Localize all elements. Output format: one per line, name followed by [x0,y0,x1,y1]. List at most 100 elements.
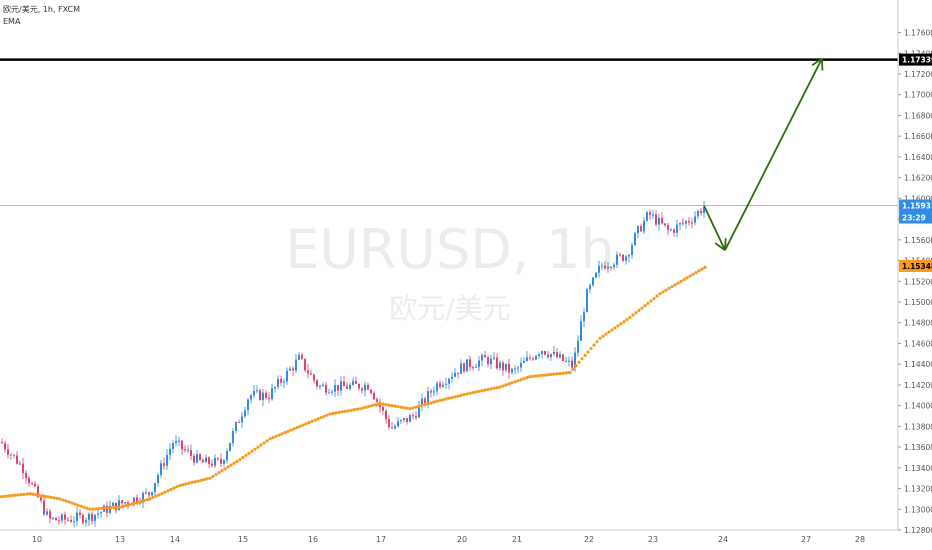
ema-dot [381,402,385,406]
candle-body [559,354,561,358]
candle-body [280,379,282,383]
time-tick-label: 20 [457,535,467,544]
ema-dot [253,447,257,451]
ema-dot [528,375,532,379]
candle-body [637,226,639,234]
price-tick-label: 1.13600 [904,443,932,452]
ema-dot [555,372,559,376]
candle-body [430,391,432,393]
candle-body [16,455,18,464]
ema-dot [331,411,335,416]
candle-body [511,369,513,373]
ema-dot [604,332,608,336]
candle-body [202,459,204,463]
candle-body [274,387,276,389]
ema-dot [214,472,218,477]
time-tick-label: 16 [308,535,318,544]
ema-dot [373,403,377,407]
price-tick-label: 1.16800 [904,111,932,120]
ema-dot [280,432,284,436]
candle-body [700,210,702,214]
ema-dot [109,506,113,510]
candle-body [490,358,492,365]
candle-body [226,451,228,461]
candle-body [538,354,540,356]
ema-dot [355,407,359,411]
ema-dot [703,265,707,269]
ema-dot [540,373,544,377]
ema-dot [304,422,308,426]
ema-dot [97,507,101,511]
ema-dot [387,403,391,407]
candle-body [22,463,24,473]
candle-body [583,312,585,322]
ema-dot [399,405,403,409]
candle-body [388,418,390,428]
candle-body [220,458,222,464]
candle-body [196,454,198,463]
ema-dot [58,497,62,501]
ema-dot [504,383,508,387]
ema-dot [223,467,227,471]
time-tick-label: 22 [584,535,594,544]
ema-dot [453,395,457,399]
candle-body [568,360,570,362]
ema-dot [274,434,278,438]
candle-body [502,362,504,371]
ema-dot [343,409,347,413]
candle-body [487,357,489,365]
ema-dot [676,281,680,285]
ema-dot [1,494,5,499]
time-axis[interactable]: 10 13 14 15 16 17 20 21 22 23 24 27 28 [0,529,898,544]
time-tick-label: 28 [855,535,865,544]
ema-dot [655,294,659,298]
candle-body [67,519,69,521]
candle-body [391,427,393,429]
candle-body [676,224,678,233]
candle-body [694,216,696,223]
candle-body [163,463,165,466]
candle-body [454,372,456,377]
indicator-legend[interactable]: EMA [3,17,21,26]
candle-body [355,381,357,384]
candle-body [394,426,396,429]
ema-dot [145,498,149,502]
time-tick-label: 24 [718,535,728,544]
ema-dot [619,322,623,326]
ema-dot [10,493,14,498]
ema-dot [166,489,170,493]
candle-body [304,358,306,371]
candle-body [76,512,78,522]
ema-dot [658,292,662,296]
forecast-arrow-2 [724,58,823,251]
ema-dot [241,455,245,460]
candle-body [337,385,339,391]
ema-dot [247,451,251,455]
ema-dot [139,499,143,503]
candle-body [52,517,54,519]
candle-body [145,492,147,494]
candle-body [349,384,351,389]
candle-body [109,505,111,514]
ema-dot [396,405,400,409]
ema-dot [531,374,535,378]
ema-dot [217,470,221,475]
ema-dot [0,495,2,499]
ema-dot [202,478,206,482]
symbol-legend[interactable]: 欧元/美元, 1h, FXCM [3,5,81,14]
ema-dot [112,506,116,510]
candle-body [106,505,108,514]
ema-dot [325,413,329,417]
ema-dot [361,406,365,410]
candle-body [259,390,261,400]
ema-dot [352,408,356,412]
ema-dot [238,457,242,462]
candle-body [211,463,213,466]
candle-body [37,486,39,498]
ema-dot [393,404,397,408]
candle-body [655,214,657,225]
ema-dot [28,492,32,496]
candle-body [208,457,210,464]
price-tick-label: 1.15600 [904,236,932,245]
